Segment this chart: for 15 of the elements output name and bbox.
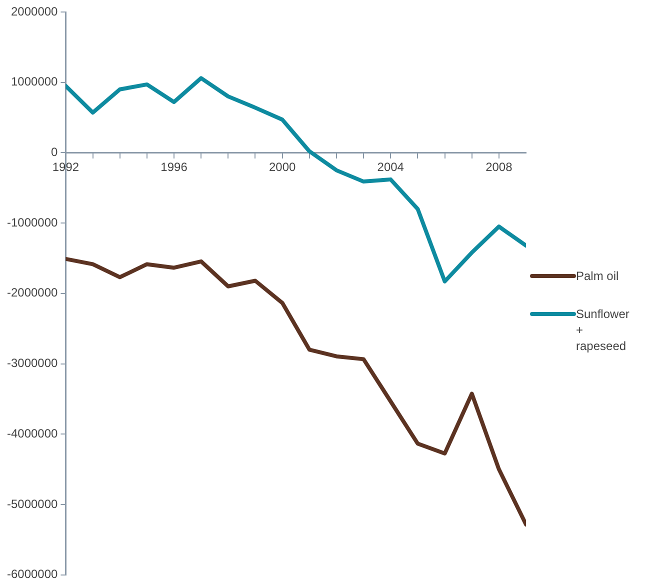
y-tick-label: -2000000 — [6, 286, 58, 300]
y-tick-label: 0 — [51, 145, 58, 160]
x-tick-label: 2004 — [377, 160, 404, 174]
y-tick-label: -1000000 — [6, 215, 58, 230]
x-tick-label: 2000 — [268, 160, 296, 174]
y-tick-label: -3000000 — [6, 356, 58, 370]
legend-label: Sunflower + rapeseed — [576, 306, 630, 354]
y-tick-label: -6000000 — [6, 567, 58, 582]
legend-label: Palm oil — [576, 268, 620, 284]
x-tick-label: 2008 — [486, 160, 513, 174]
y-tick-label: 2000000 — [10, 4, 58, 18]
y-tick-label: 1000000 — [10, 74, 58, 89]
y-tick-label: -4000000 — [6, 426, 58, 440]
y-tick-label: -5000000 — [6, 496, 58, 511]
x-tick-label: 1996 — [160, 160, 188, 174]
